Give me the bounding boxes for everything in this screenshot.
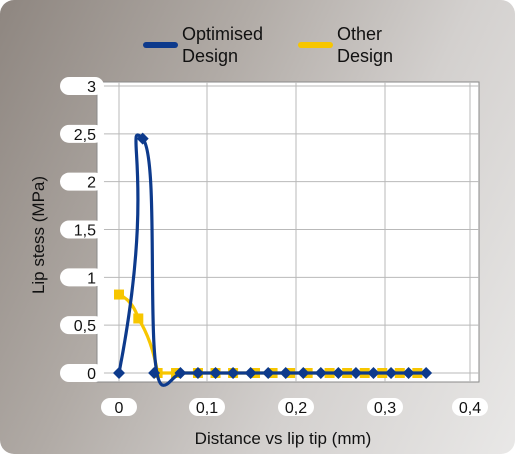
y-tick: 3 xyxy=(60,77,104,96)
data-point-diamond xyxy=(174,367,187,379)
y-axis-label: Lip stess (MPa) xyxy=(29,176,48,294)
data-point-diamond xyxy=(262,367,275,379)
y-tick-label: 2,5 xyxy=(74,127,96,144)
legend-label-line: Other xyxy=(337,24,382,44)
x-tick-label: 0,1 xyxy=(196,400,218,417)
x-tick-labels: 0 0,1 0,2 0,3 0,4 xyxy=(101,398,488,417)
data-point-diamond xyxy=(113,367,125,379)
y-tick: 0,5 xyxy=(60,316,104,335)
y-tick: 2 xyxy=(60,172,104,192)
data-point-diamond xyxy=(367,367,380,379)
data-point-diamond xyxy=(136,132,149,145)
y-tick-label: 1,5 xyxy=(74,223,96,240)
y-tick: 1 xyxy=(60,268,104,287)
x-tick-pill xyxy=(367,398,403,416)
data-point-diamond xyxy=(332,367,345,379)
y-tick-label: 0 xyxy=(87,366,96,383)
series-layer xyxy=(113,132,433,387)
y-tick-pill xyxy=(60,268,104,287)
y-tick-labels: 0 0,5 1 1,5 2 2,5 3 xyxy=(60,77,104,383)
data-point-diamond xyxy=(349,367,362,379)
x-tick-pill xyxy=(452,398,488,416)
y-tick-pill xyxy=(60,220,104,239)
data-point-diamond xyxy=(279,367,292,379)
y-tick-label: 3 xyxy=(87,79,96,96)
plot-area xyxy=(96,81,480,383)
x-tick-label: 0 xyxy=(115,400,124,417)
x-tick-pill xyxy=(189,398,225,416)
y-tick-pill xyxy=(60,364,104,382)
x-axis-label: Distance vs lip tip (mm) xyxy=(195,429,372,448)
data-point-square xyxy=(114,289,124,300)
y-tick-pill xyxy=(60,77,104,95)
x-tick-label: 0,4 xyxy=(459,400,481,417)
data-point-diamond xyxy=(385,367,398,379)
data-point-diamond xyxy=(244,367,257,379)
data-point-diamond xyxy=(227,367,240,379)
series-line xyxy=(117,133,428,387)
y-tick-label: 1 xyxy=(87,270,96,287)
y-tick: 2,5 xyxy=(60,124,104,144)
x-tick: 0,3 xyxy=(367,398,403,417)
legend-label-line: Design xyxy=(337,46,393,66)
y-tick-label: 0,5 xyxy=(74,318,96,335)
data-point-diamond xyxy=(402,367,415,379)
data-point-diamond xyxy=(148,367,161,379)
data-point-diamond xyxy=(314,367,327,379)
y-tick: 0 xyxy=(60,364,104,383)
y-tick-label: 2 xyxy=(87,175,96,192)
x-tick: 0,1 xyxy=(189,398,225,417)
y-tick-pill xyxy=(60,316,104,335)
legend-label-line: Design xyxy=(182,46,238,66)
y-tick: 1,5 xyxy=(60,220,104,240)
y-tick-pill xyxy=(60,124,104,143)
data-point-diamond xyxy=(209,367,222,379)
x-tick-pill xyxy=(101,398,137,416)
x-tick-label: 0,2 xyxy=(285,400,307,417)
x-tick: 0 xyxy=(101,398,137,417)
x-tick: 0,2 xyxy=(278,398,314,417)
data-point-diamond xyxy=(191,367,204,379)
data-point-diamond xyxy=(297,367,310,379)
legend-label-line: Optimised xyxy=(182,24,263,44)
data-point-diamond xyxy=(420,367,433,379)
x-tick: 0,4 xyxy=(452,398,488,417)
x-tick-pill xyxy=(278,398,314,416)
data-point-square xyxy=(133,313,144,324)
x-tick-label: 0,3 xyxy=(374,400,396,417)
y-tick-pill xyxy=(60,172,104,191)
